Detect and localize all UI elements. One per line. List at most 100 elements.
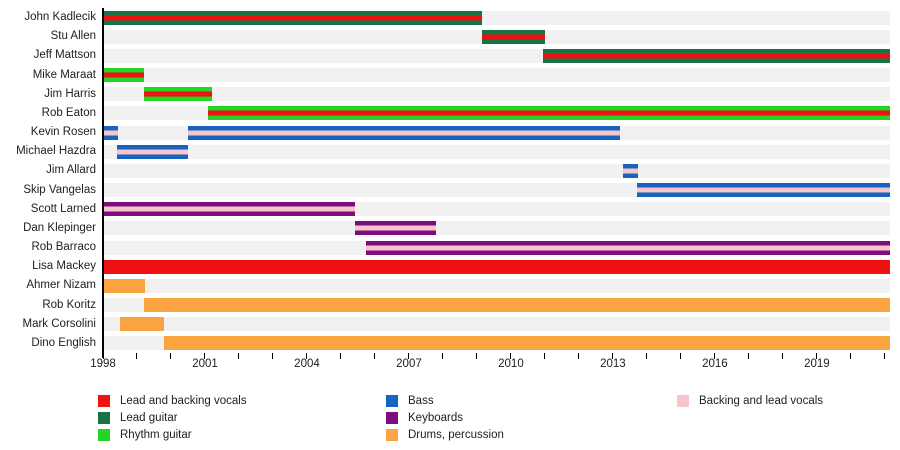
timeline-bar bbox=[116, 144, 188, 159]
axis-tick bbox=[374, 353, 376, 359]
axis-tick bbox=[680, 353, 682, 359]
timeline-bar bbox=[103, 10, 483, 25]
member-name: Ahmer Nizam bbox=[26, 279, 96, 292]
member-name: Stu Allen bbox=[50, 30, 96, 43]
axis-tick bbox=[102, 353, 104, 359]
legend-item: Rhythm guitar bbox=[98, 428, 192, 442]
row-track bbox=[103, 278, 890, 293]
timeline-bar bbox=[482, 29, 545, 44]
legend-item: Lead and backing vocals bbox=[98, 394, 247, 408]
legend-label: Bass bbox=[408, 395, 434, 407]
timeline-bar bbox=[143, 87, 212, 102]
timeline-bar bbox=[103, 68, 144, 83]
legend-item: Bass bbox=[386, 394, 434, 408]
axis-tick bbox=[170, 353, 172, 359]
axis-tick-label: 2004 bbox=[294, 358, 320, 370]
axis-tick bbox=[850, 353, 852, 359]
member-name: Rob Barraco bbox=[31, 241, 96, 253]
plot-area bbox=[103, 8, 890, 353]
timeline-bar bbox=[187, 125, 620, 140]
legend-swatch-lead_guitar bbox=[98, 412, 110, 424]
axis-tick bbox=[442, 353, 444, 359]
member-name: Jeff Mattson bbox=[33, 49, 96, 62]
axis-tick-label: 2007 bbox=[396, 358, 422, 370]
axis-tick-label: 1998 bbox=[90, 358, 116, 370]
axis-tick bbox=[646, 353, 648, 359]
member-name: Jim Allard bbox=[46, 164, 96, 177]
axis-tick-label: 2013 bbox=[600, 358, 626, 370]
legend-label: Lead and backing vocals bbox=[120, 395, 247, 407]
legend-label: Rhythm guitar bbox=[120, 429, 192, 441]
legend-swatch-backing_and_lead_vocals bbox=[677, 395, 689, 407]
timeline-bar bbox=[366, 240, 890, 255]
axis-tick bbox=[136, 353, 138, 359]
member-name: Rob Koritz bbox=[42, 298, 96, 311]
legend-label: Keyboards bbox=[408, 412, 463, 424]
timeline-bar bbox=[354, 221, 437, 236]
legend-swatch-lead_and_backing_vocals bbox=[98, 395, 110, 407]
member-name: Michael Hazdra bbox=[16, 145, 96, 158]
axis-tick-label: 2019 bbox=[804, 358, 830, 370]
axis-tick bbox=[714, 353, 716, 359]
timeline-bar bbox=[164, 336, 890, 351]
axis-tick bbox=[748, 353, 750, 359]
member-name: Scott Larned bbox=[30, 202, 96, 215]
axis-tick bbox=[306, 353, 308, 359]
legend-item: Lead guitar bbox=[98, 411, 178, 425]
axis-tick bbox=[204, 353, 206, 359]
row-track bbox=[103, 144, 890, 159]
axis-tick-label: 2010 bbox=[498, 358, 524, 370]
row-track bbox=[103, 221, 890, 236]
member-name: Dino English bbox=[31, 336, 96, 349]
member-name: John Kadlecik bbox=[24, 11, 96, 23]
member-name: Lisa Mackey bbox=[32, 260, 96, 273]
row-track bbox=[103, 68, 890, 83]
legend-item: Backing and lead vocals bbox=[677, 394, 823, 408]
axis-tick bbox=[612, 353, 614, 359]
axis-tick bbox=[238, 353, 240, 359]
axis-tick bbox=[578, 353, 580, 359]
axis-tick-label: 2001 bbox=[192, 358, 218, 370]
timeline-bar bbox=[143, 298, 890, 313]
row-track bbox=[103, 87, 890, 102]
timeline-bar bbox=[103, 202, 355, 217]
legend-swatch-rhythm_guitar bbox=[98, 429, 110, 441]
y-axis-line bbox=[102, 8, 104, 358]
member-name: Kevin Rosen bbox=[30, 126, 96, 138]
axis-tick bbox=[476, 353, 478, 359]
timeline-bar bbox=[103, 125, 119, 140]
legend-label: Backing and lead vocals bbox=[699, 395, 824, 407]
timeline-bar bbox=[208, 106, 890, 121]
member-name: Dan Klepinger bbox=[23, 221, 96, 234]
legend-label: Drums, percussion bbox=[408, 429, 504, 441]
row-track bbox=[103, 317, 890, 332]
timeline-bar bbox=[636, 183, 890, 198]
timeline-bar bbox=[119, 317, 165, 332]
axis-tick bbox=[408, 353, 410, 359]
timeline-bar bbox=[103, 259, 890, 274]
axis-tick bbox=[272, 353, 274, 359]
axis-tick bbox=[544, 353, 546, 359]
timeline-bar bbox=[103, 278, 146, 293]
legend-swatch-keyboards bbox=[386, 412, 398, 424]
member-name: Mark Corsolini bbox=[22, 317, 97, 330]
axis-tick bbox=[510, 353, 512, 359]
member-name: Skip Vangelas bbox=[23, 183, 96, 196]
legend-label: Lead guitar bbox=[120, 412, 178, 424]
axis-tick bbox=[340, 353, 342, 359]
row-track bbox=[103, 163, 890, 178]
timeline-bar bbox=[623, 163, 639, 178]
axis-tick bbox=[884, 353, 886, 359]
legend-swatch-drums_percussion bbox=[386, 429, 398, 441]
legend-item: Keyboards bbox=[386, 411, 463, 425]
member-name: Mike Maraat bbox=[32, 68, 96, 81]
legend-item: Drums, percussion bbox=[386, 428, 504, 442]
member-name: Jim Harris bbox=[44, 87, 96, 100]
timeline-bar bbox=[543, 48, 890, 63]
axis-tick-label: 2016 bbox=[702, 358, 728, 370]
axis-tick bbox=[782, 353, 784, 359]
legend-swatch-bass bbox=[386, 395, 398, 407]
axis-tick bbox=[816, 353, 818, 359]
member-name: Rob Eaton bbox=[41, 106, 96, 119]
